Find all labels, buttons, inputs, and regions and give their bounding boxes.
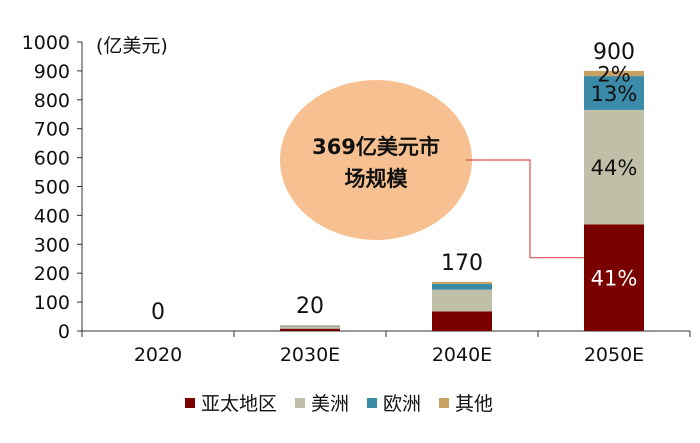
bar-segment: [432, 289, 492, 312]
legend-swatch: [439, 398, 449, 408]
legend-label: 欧洲: [383, 393, 421, 415]
y-tick-label: 100: [34, 292, 70, 314]
segment-percent-label: 41%: [591, 267, 638, 291]
y-tick-label: 300: [34, 234, 70, 256]
callout-ellipse: [280, 80, 472, 240]
y-tick-label: 700: [34, 119, 70, 141]
bar-segment: [584, 109, 644, 225]
bar-segment: [584, 70, 644, 77]
bar-segment: [432, 281, 492, 284]
legend-swatch: [295, 398, 305, 408]
legend-swatch: [367, 398, 377, 408]
bar-segment: [584, 224, 644, 331]
bar-total-label: 170: [441, 251, 483, 276]
bar-segment: [280, 325, 340, 327]
y-tick-label: 200: [34, 263, 70, 285]
bar-segment: [584, 76, 644, 110]
x-tick-label: 2040E: [432, 344, 492, 366]
legend-label: 美洲: [311, 393, 349, 415]
y-tick-label: 800: [34, 90, 70, 112]
y-tick-label: 400: [34, 205, 70, 227]
legend-label: 亚太地区: [201, 393, 277, 415]
bar-segment: [280, 326, 340, 329]
bar-segment: [432, 283, 492, 290]
y-tick-label: 500: [34, 177, 70, 199]
bar-total-label: 20: [296, 294, 324, 319]
y-tick-label: 1000: [22, 32, 70, 54]
bar-segment: [280, 325, 340, 326]
bar-total-label: 900: [593, 40, 635, 65]
callout-text: 场规模: [345, 167, 409, 191]
legend-swatch: [185, 398, 195, 408]
x-tick-label: 2020: [134, 344, 182, 366]
y-tick-label: 0: [58, 321, 70, 343]
y-tick-label: 600: [34, 148, 70, 170]
legend-label: 其他: [455, 393, 493, 415]
bar-segment: [280, 328, 340, 331]
segment-percent-label: 13%: [591, 82, 638, 106]
bars: 0 20 170 900 41% 44% 13%2%: [151, 40, 644, 331]
x-tick-label: 2050E: [584, 344, 644, 366]
bar-segment: [432, 311, 492, 331]
callout-text: 369亿美元市: [312, 135, 440, 159]
legend: 亚太地区 美洲 欧洲 其他: [185, 393, 493, 415]
y-tick-label: 900: [34, 61, 70, 83]
callout-connector: [466, 159, 584, 259]
segment-percent-label: 44%: [591, 156, 638, 180]
segment-percent-label: 2%: [597, 63, 630, 87]
bar-total-label: 0: [151, 300, 165, 325]
unit-label: (亿美元): [96, 35, 168, 57]
x-tick-label: 2030E: [280, 344, 340, 366]
